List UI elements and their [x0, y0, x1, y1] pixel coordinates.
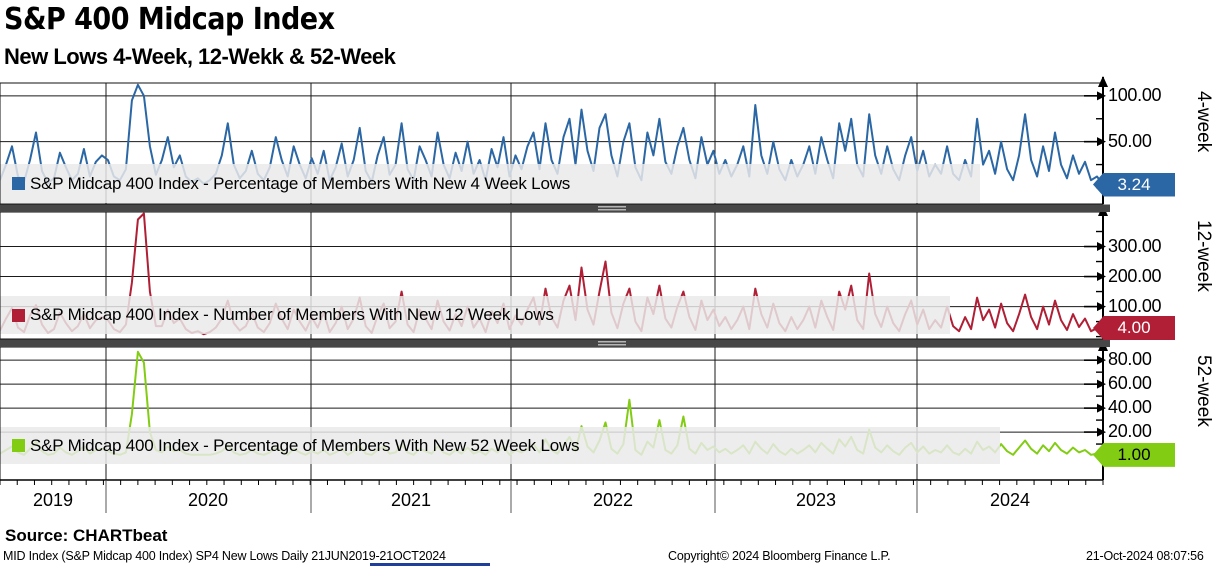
legend-label-12-week: S&P Midcap 400 Index - Number of Members…	[30, 305, 554, 324]
footer-description: MID Index (S&P Midcap 400 Index) SP4 New…	[3, 549, 446, 563]
legend-marker-12-week-icon	[12, 308, 25, 322]
y-tick-label: 40.00	[1108, 397, 1152, 418]
last-value-12-week: 4.00	[1117, 318, 1151, 337]
last-value-badge-52-week: 1.00	[1093, 442, 1175, 467]
y-tick-label: 50.00	[1108, 130, 1152, 151]
legend-marker-4-week-icon	[12, 177, 25, 190]
x-axis-year-label: 2023	[795, 490, 837, 510]
legend-12-week[interactable]: S&P Midcap 400 Index - Number of Members…	[0, 298, 554, 332]
last-value-badge-4-week: 3.24	[1093, 172, 1175, 197]
x-axis-year-label: 2024	[989, 490, 1031, 510]
right-axis-label-12-week: 12-week	[1193, 220, 1214, 292]
y-tick-label: 60.00	[1108, 373, 1152, 394]
y-tick-label: 100.00	[1108, 84, 1162, 105]
footer-timestamp: 21-Oct-2024 08:07:56	[1086, 549, 1204, 563]
y-tick-label: 200.00	[1108, 265, 1162, 286]
legend-52-week[interactable]: S&P Midcap 400 Index - Percentage of Mem…	[0, 429, 580, 462]
chart-subtitle: New Lows 4-Week, 12-Wekk & 52-Week	[4, 44, 396, 69]
last-value-4-week: 3.24	[1117, 174, 1151, 194]
footer-copyright: Copyright© 2024 Bloomberg Finance L.P.	[668, 549, 891, 563]
y-tick-label: 100.00	[1108, 295, 1162, 316]
x-axis-year-label: 2020	[187, 490, 229, 510]
last-value-52-week: 1.00	[1117, 444, 1151, 464]
chart-title: S&P 400 Midcap Index	[4, 2, 335, 37]
legend-4-week[interactable]: S&P Midcap 400 Index - Percentage of Mem…	[0, 166, 570, 201]
legend-label-4-week: S&P Midcap 400 Index - Percentage of Mem…	[30, 173, 571, 193]
x-axis-year-label: 2021	[390, 490, 432, 510]
y-tick-label: 20.00	[1108, 421, 1152, 442]
x-axis-year-label: 2022	[592, 490, 634, 510]
bottom-edge-blue-strip	[370, 563, 490, 566]
right-axis-label-4-week: 4-week	[1193, 91, 1214, 153]
y-tick-label: 300.00	[1108, 235, 1162, 256]
x-axis-year-label: 2019	[32, 490, 74, 510]
legend-marker-52-week-icon	[12, 439, 25, 452]
source-label: Source: CHARTbeat	[5, 526, 168, 545]
legend-label-52-week: S&P Midcap 400 Index - Percentage of Mem…	[30, 435, 580, 455]
y-tick-label: 80.00	[1108, 349, 1152, 370]
last-value-badge-12-week: 4.00	[1093, 316, 1175, 340]
right-axis-label-52-week: 52-week	[1193, 355, 1214, 427]
